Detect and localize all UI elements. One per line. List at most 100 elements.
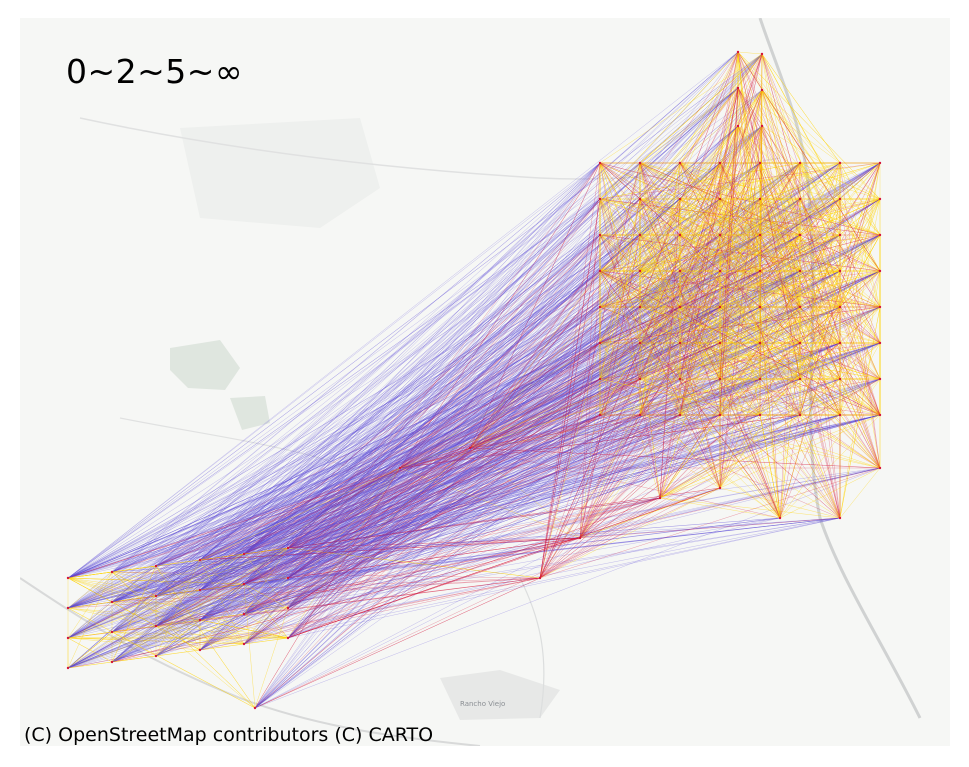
od-edge [287,517,841,609]
od-edge [199,51,739,561]
od-edge [199,537,581,561]
od-edge [199,414,881,591]
od-edge [67,87,739,669]
od-node [718,233,722,237]
od-edge [67,661,113,669]
od-edge [243,198,641,615]
od-edge [111,162,881,603]
od-edge [67,198,761,579]
od-edge [243,583,256,709]
od-node [736,124,740,128]
od-edge [287,306,801,549]
od-edge [469,342,681,449]
od-edge [199,306,761,621]
od-node [538,576,542,580]
map-canvas[interactable]: Rancho Viejo [20,18,950,746]
od-edge [155,414,681,627]
od-edge [287,198,881,579]
od-edge [155,162,601,627]
od-edge [287,306,641,609]
od-edge [759,306,801,344]
od-edge [243,87,739,585]
od-edge [155,619,201,657]
od-edge [111,51,739,633]
od-edge [243,414,841,615]
od-edge [199,378,801,621]
od-edge [199,517,841,591]
od-edge [155,234,881,567]
od-edge [679,342,841,519]
od-edge [399,414,801,469]
od-edge [67,270,761,609]
od-edge [287,378,641,549]
od-edge [67,234,801,639]
od-node [736,86,740,90]
od-edge [243,198,641,555]
od-edge [287,414,601,639]
od-edge [287,342,881,549]
od-edge [155,234,641,627]
od-edge [67,162,721,609]
od-edge [67,162,761,579]
od-node [778,516,782,520]
od-edge [469,378,881,449]
od-edge [579,378,601,539]
park-area [440,670,560,720]
od-edge [839,306,881,344]
od-edge [155,51,739,567]
od-edge [111,270,601,663]
od-node [66,636,70,640]
od-edge [579,198,641,539]
od-edge [539,414,841,579]
od-edge [111,198,721,663]
od-edge [67,378,721,579]
od-edge [243,342,881,615]
od-edge [111,517,841,573]
od-edge [287,234,681,549]
od-edge [243,378,601,645]
od-edge [599,198,681,308]
od-edge [243,162,841,555]
od-edge [759,234,881,469]
od-edge [111,234,881,573]
od-edge [469,378,841,449]
od-edge [67,234,761,609]
od-node [718,377,722,381]
od-edge [469,234,641,449]
od-edge [155,342,641,597]
od-edge [155,89,763,597]
od-node [638,305,642,309]
od-edge [254,198,761,709]
od-edge [243,162,681,615]
od-edge [243,270,881,615]
od-edge [254,467,401,709]
od-edge [737,87,881,308]
od-edge [287,342,601,579]
od-node [638,233,642,237]
od-edge [243,342,881,555]
od-edge [659,414,841,499]
od-edge [243,414,681,585]
od-edge [287,234,881,609]
od-edge [254,270,721,709]
od-edge [67,270,881,609]
od-edge [67,270,801,579]
od-edge [111,270,801,603]
od-node [253,706,257,710]
od-edge [111,270,681,603]
od-edge [287,198,601,549]
od-edge [243,414,681,615]
od-edge [659,497,781,519]
od-edge [67,342,841,669]
od-edge [111,198,641,663]
od-edge [659,306,881,499]
od-edge [679,414,841,519]
od-edge [287,270,841,609]
od-edge [761,125,801,380]
od-edge [599,87,739,200]
od-edge [254,89,763,709]
od-edge [155,306,641,657]
od-edge [199,517,841,591]
od-edge [287,198,801,549]
od-edge [111,306,601,633]
